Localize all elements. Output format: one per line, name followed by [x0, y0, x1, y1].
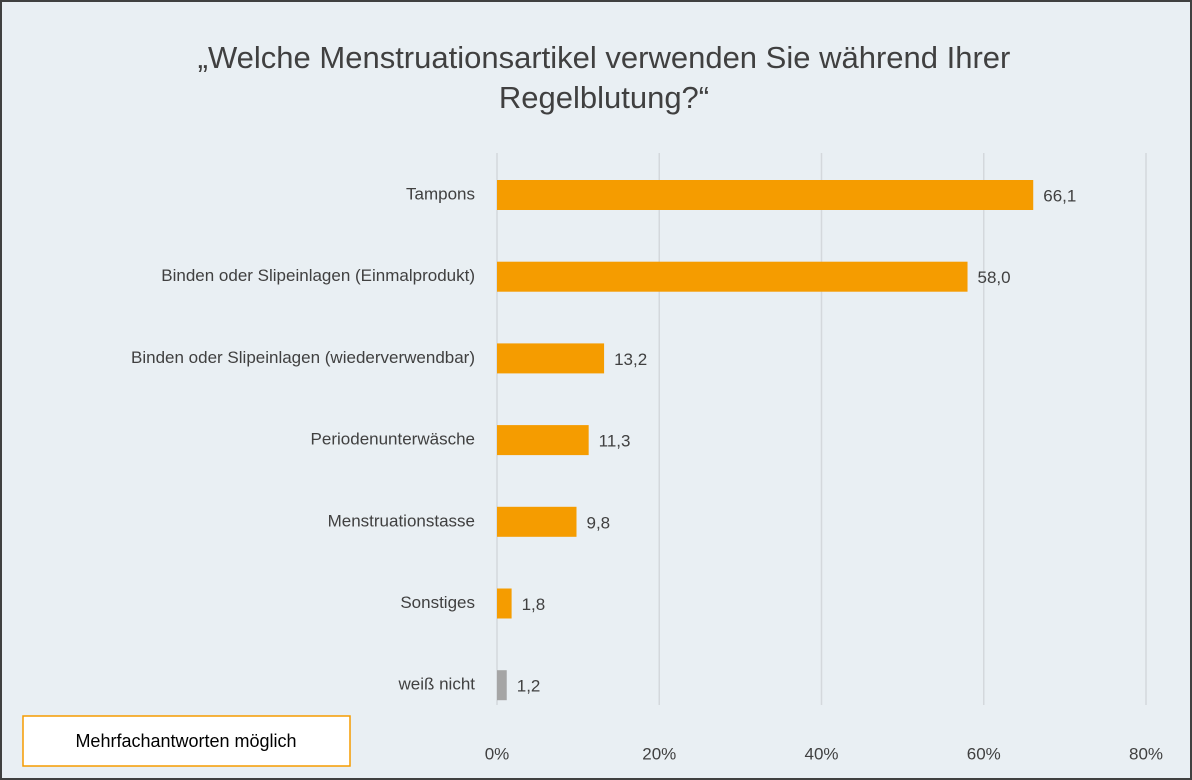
x-tick-label: 0% — [485, 744, 510, 763]
y-tick-label: Menstruationstasse — [328, 511, 475, 530]
bar — [497, 261, 968, 292]
y-tick-label: Binden oder Slipeinlagen (Einmalprodukt) — [161, 266, 475, 285]
data-label: 13,2 — [614, 350, 647, 369]
bar — [497, 670, 507, 701]
x-tick-label: 60% — [967, 744, 1001, 763]
y-tick-label: weiß nicht — [397, 675, 475, 694]
bar — [497, 588, 512, 619]
y-tick-label: Tampons — [406, 184, 475, 203]
bar — [497, 506, 577, 537]
y-tick-label: Binden oder Slipeinlagen (wiederverwendb… — [131, 348, 475, 367]
x-tick-label: 20% — [642, 744, 676, 763]
data-label: 1,8 — [522, 595, 546, 614]
chart-title: Regelblutung?“ — [499, 80, 709, 115]
data-label: 9,8 — [587, 513, 611, 532]
y-tick-label: Sonstiges — [400, 593, 475, 612]
chart-title: „Welche Menstruationsartikel verwenden S… — [198, 40, 1011, 75]
y-tick-label: Periodenunterwäsche — [311, 430, 475, 449]
data-label: 58,0 — [978, 268, 1011, 287]
bar — [497, 180, 1034, 210]
annotation: Mehrfachantworten möglich — [75, 731, 296, 751]
data-label: 66,1 — [1043, 186, 1076, 205]
data-label: 1,2 — [517, 677, 541, 696]
bar — [497, 343, 605, 374]
annotation-box — [22, 715, 351, 767]
data-label: 11,3 — [599, 432, 631, 451]
x-tick-label: 80% — [1129, 744, 1163, 763]
bar — [497, 425, 589, 456]
x-tick-label: 40% — [804, 744, 838, 763]
